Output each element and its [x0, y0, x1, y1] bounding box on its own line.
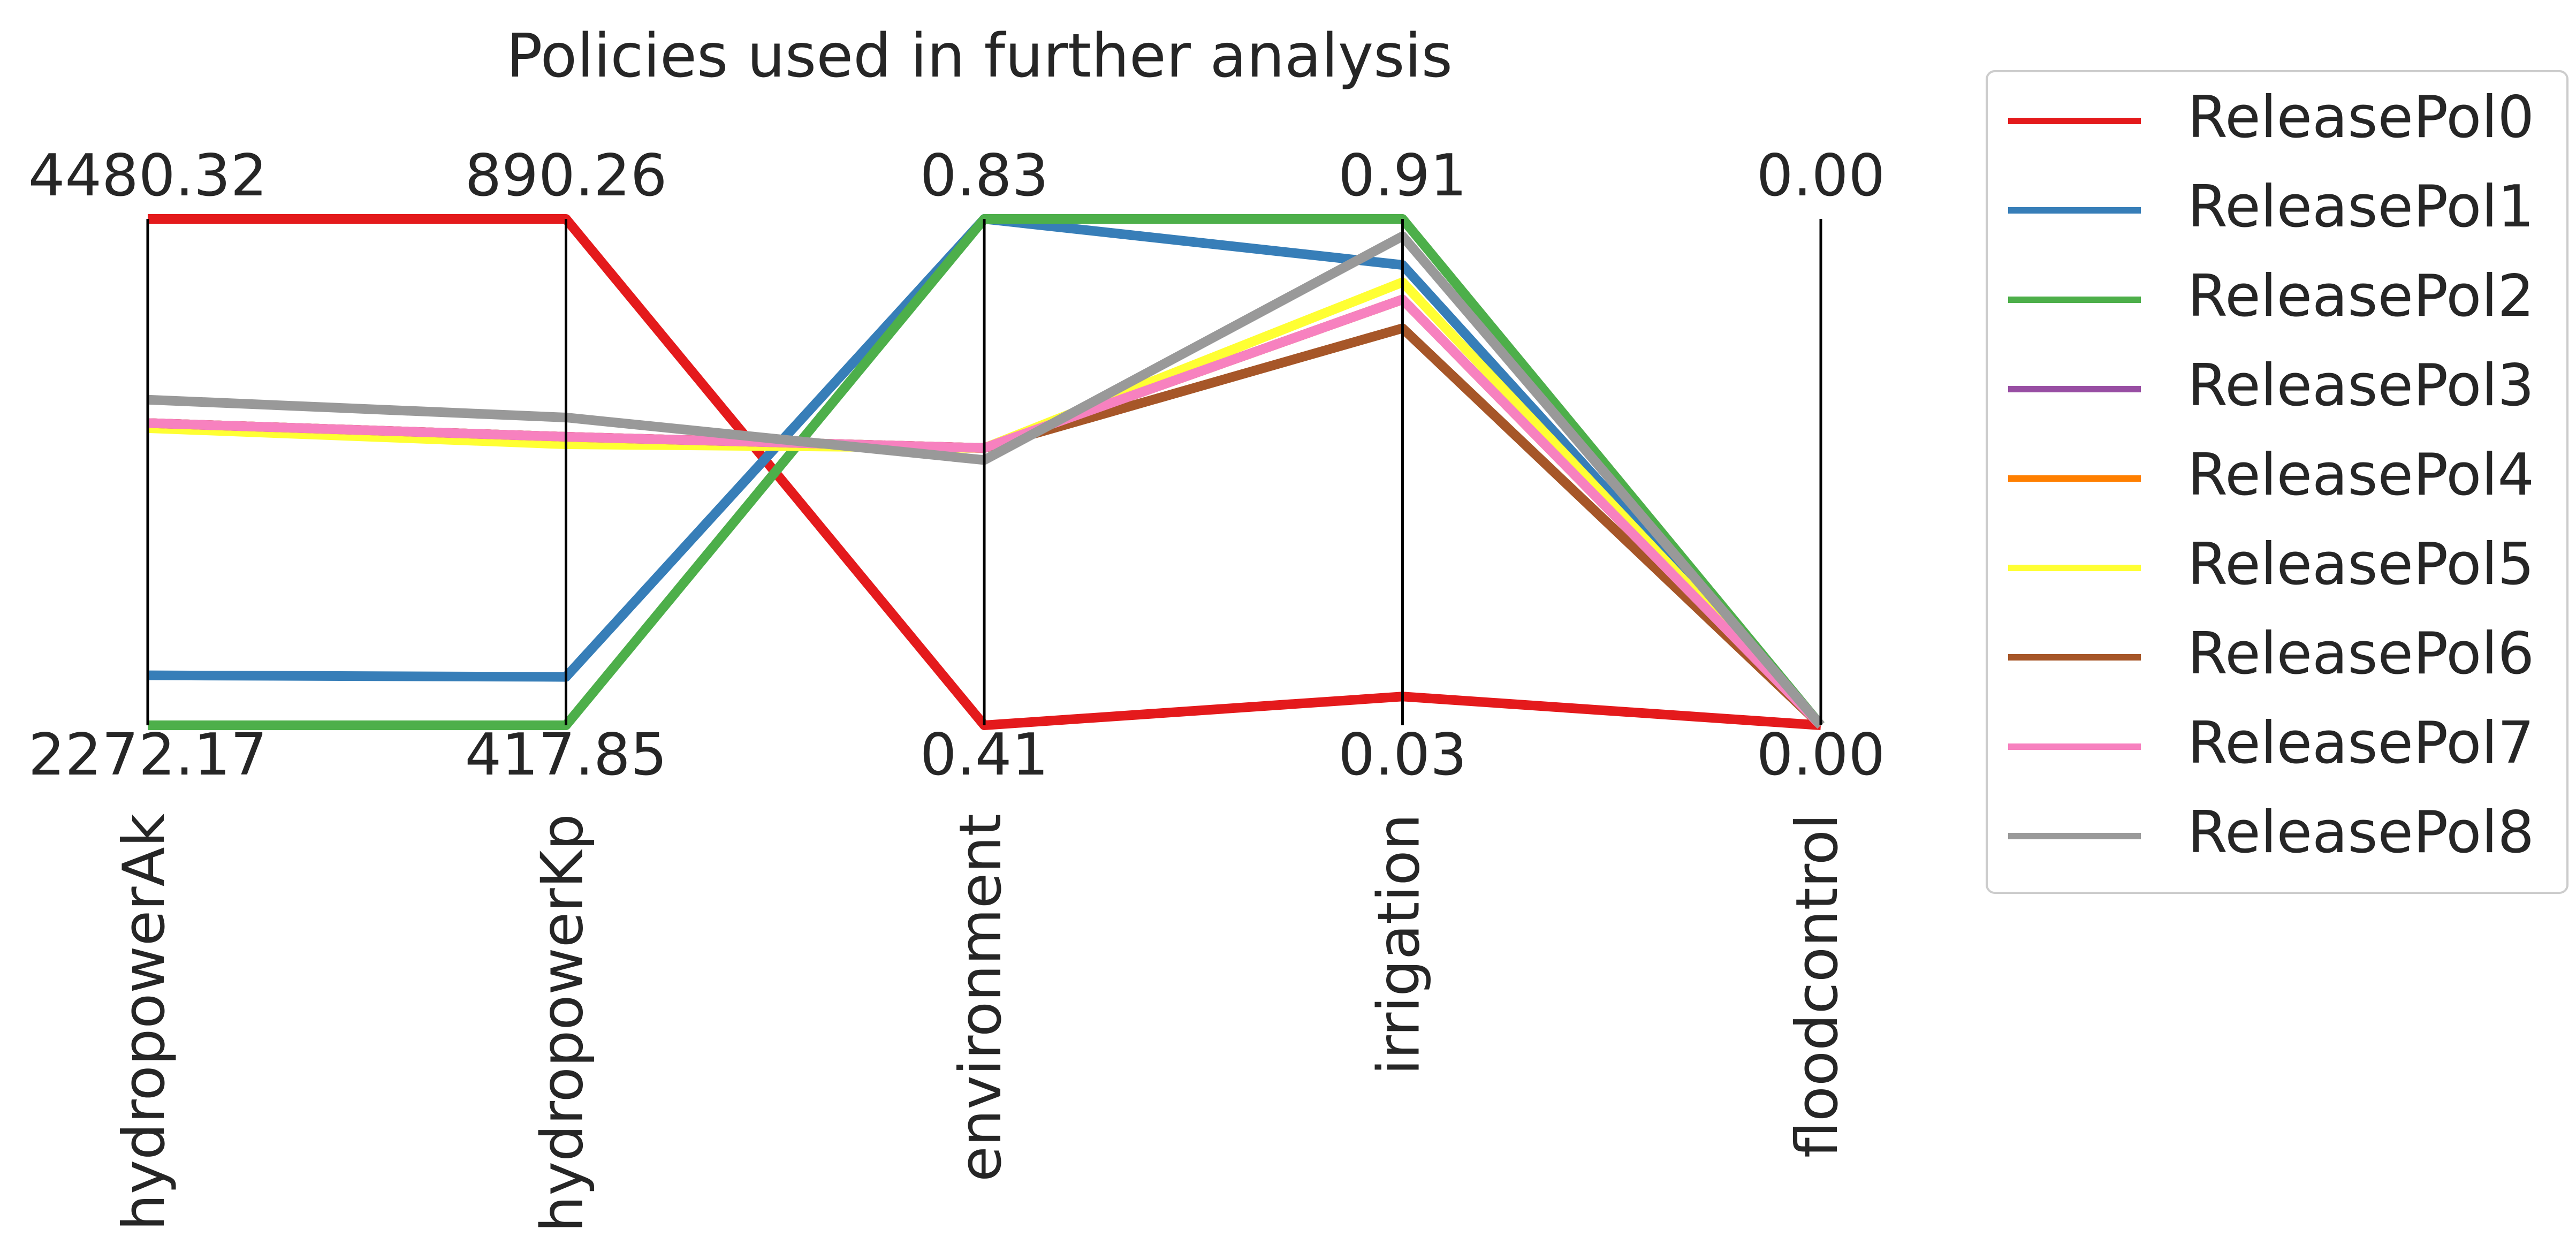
axis-label: irrigation: [1365, 814, 1432, 1075]
legend-label: ReleasePol7: [2187, 710, 2534, 777]
legend-label: ReleasePol4: [2187, 442, 2534, 509]
legend-label: ReleasePol5: [2187, 531, 2534, 598]
legend-label: ReleasePol1: [2187, 173, 2534, 240]
axis-label: floodcontrol: [1784, 814, 1851, 1158]
tick-label: 2272.17: [28, 722, 268, 788]
axis-label: hydropowerAk: [111, 814, 178, 1231]
tick-label: 0.00: [1757, 142, 1885, 209]
tick-label: 0.00: [1757, 722, 1885, 788]
tick-label: 890.26: [465, 142, 667, 209]
chart-title: Policies used in further analysis: [506, 21, 1453, 91]
tick-label: 0.91: [1338, 142, 1466, 209]
legend-box: [1986, 70, 2569, 894]
legend-label: ReleasePol3: [2187, 352, 2534, 419]
legend-label: ReleasePol6: [2187, 620, 2534, 687]
tick-label: 417.85: [465, 722, 667, 788]
tick-label: 4480.32: [28, 142, 268, 209]
legend-label: ReleasePol2: [2187, 263, 2534, 330]
legend-label: ReleasePol8: [2187, 799, 2534, 866]
tick-label: 0.03: [1338, 722, 1466, 788]
axis-label: hydropowerKp: [529, 814, 596, 1232]
legend-label: ReleasePol0: [2187, 84, 2534, 151]
tick-label: 0.83: [920, 142, 1048, 209]
tick-label: 0.41: [920, 722, 1048, 788]
axis-label: environment: [947, 814, 1014, 1182]
